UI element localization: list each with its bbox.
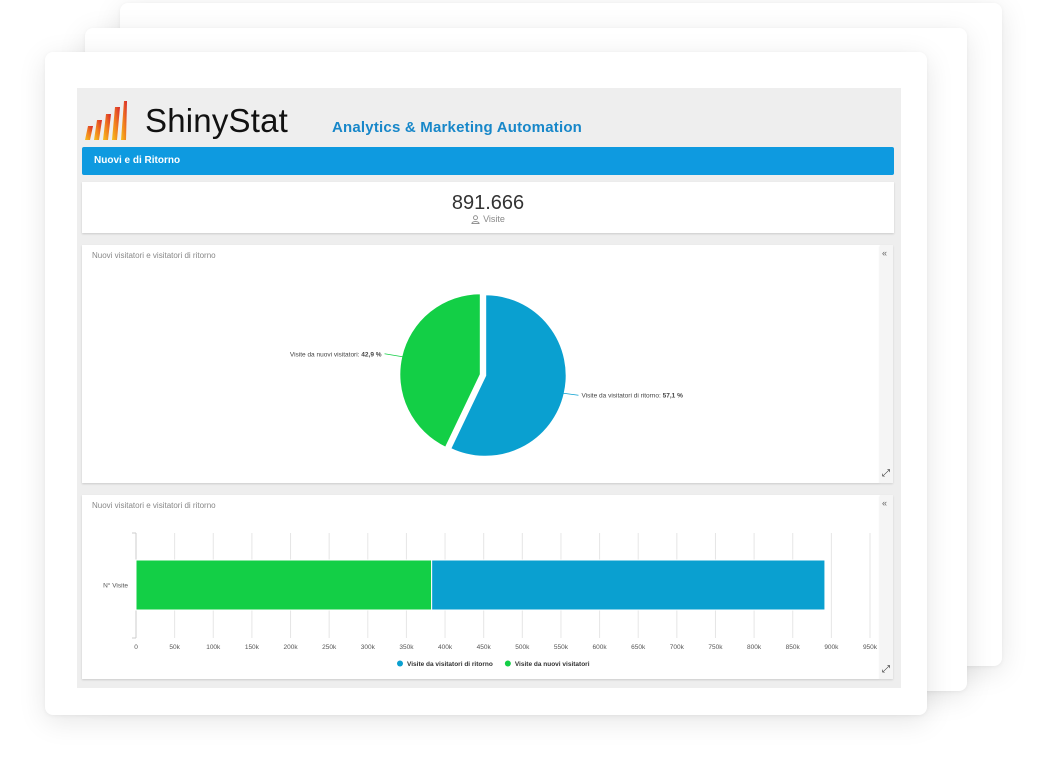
x-tick-label: 650k: [631, 644, 646, 651]
x-tick-label: 450k: [477, 644, 492, 651]
legend-marker: [504, 660, 511, 667]
x-tick-label: 550k: [554, 644, 569, 651]
user-icon: [471, 215, 480, 224]
x-tick-label: 50k: [169, 644, 180, 651]
section-title-bar: Nuovi e di Ritorno: [82, 147, 894, 175]
expand-icon[interactable]: ⤢: [882, 468, 890, 479]
bar-chart-panel: Nuovi visitatori e visitatori di ritorno…: [82, 495, 880, 679]
x-tick-label: 950k: [863, 644, 878, 651]
kpi-label-row: Visite: [82, 214, 894, 224]
kpi-value: 891.666: [451, 192, 525, 214]
x-tick-label: 100k: [206, 644, 221, 651]
x-tick-label: 0: [134, 644, 138, 651]
dashboard: ShinyStat Analytics & Marketing Automati…: [77, 88, 901, 688]
brand-name: ShinyStat: [145, 102, 289, 139]
x-tick-label: 200k: [283, 644, 298, 651]
kpi-label: Visite: [483, 214, 505, 224]
x-tick-label: 500k: [515, 644, 530, 651]
collapse-icon[interactable]: «: [882, 498, 888, 508]
x-tick-label: 250k: [322, 644, 337, 651]
section-title: Nuovi e di Ritorno: [94, 155, 181, 166]
x-tick-label: 300k: [361, 644, 376, 651]
x-tick-label: 850k: [786, 644, 801, 651]
bar-chart-title: Nuovi visitatori e visitatori di ritorno: [92, 501, 216, 510]
pie-chart-panel: Nuovi visitatori e visitatori di ritorno…: [82, 245, 880, 483]
x-tick-label: 800k: [747, 644, 762, 651]
x-tick-label: 600k: [593, 644, 608, 651]
pie-label-connector: [384, 353, 403, 358]
pie-data-label: Visite da nuovi visitatori: 42,9 %: [290, 351, 382, 358]
legend-marker: [397, 660, 403, 667]
x-tick-label: 900k: [824, 644, 839, 651]
y-category-label: N° Visite: [103, 582, 128, 590]
pie-panel-sidebar: « ⤢: [880, 245, 893, 483]
bar-chart: 0 50k 100k 150k 200k 250k 300k 350k 400k 450k 500k…: [103, 532, 878, 668]
x-tick-label: 700k: [670, 644, 685, 651]
pie-data-label: Visite da visitatori di ritorno: 57,1 %: [581, 393, 683, 400]
pie-chart-title: Nuovi visitatori e visitatori di ritorno: [92, 251, 216, 260]
collapse-icon[interactable]: «: [882, 248, 888, 258]
brand-tagline: Analytics & Marketing Automation: [332, 119, 583, 136]
x-tick-label: 750k: [708, 644, 723, 651]
pie-chart: Visite da visitatori di ritorno: 57,1 % V…: [290, 292, 683, 458]
pie-label-connector: [563, 392, 579, 396]
bar-segment: [135, 559, 433, 611]
x-tick-label: 400k: [438, 644, 453, 651]
legend-item-label: Visite da nuovi visitatori: [515, 661, 590, 668]
kpi-card: 891.666 Visite: [82, 182, 894, 233]
expand-icon[interactable]: ⤢: [882, 664, 890, 675]
x-tick-label: 150k: [245, 644, 260, 651]
bar-segment: [431, 559, 826, 611]
bar-panel-sidebar: « ⤢: [880, 495, 893, 679]
x-tick-label: 350k: [399, 644, 414, 651]
shinystat-logo-icon: [85, 101, 127, 140]
legend-item-label: Visite da visitatori di ritorno: [407, 661, 493, 668]
